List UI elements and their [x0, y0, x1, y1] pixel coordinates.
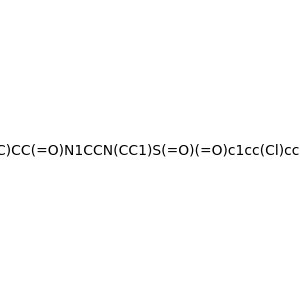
- Text: CC(C)CC(=O)N1CCN(CC1)S(=O)(=O)c1cc(Cl)ccc1Cl: CC(C)CC(=O)N1CCN(CC1)S(=O)(=O)c1cc(Cl)cc…: [0, 143, 300, 157]
